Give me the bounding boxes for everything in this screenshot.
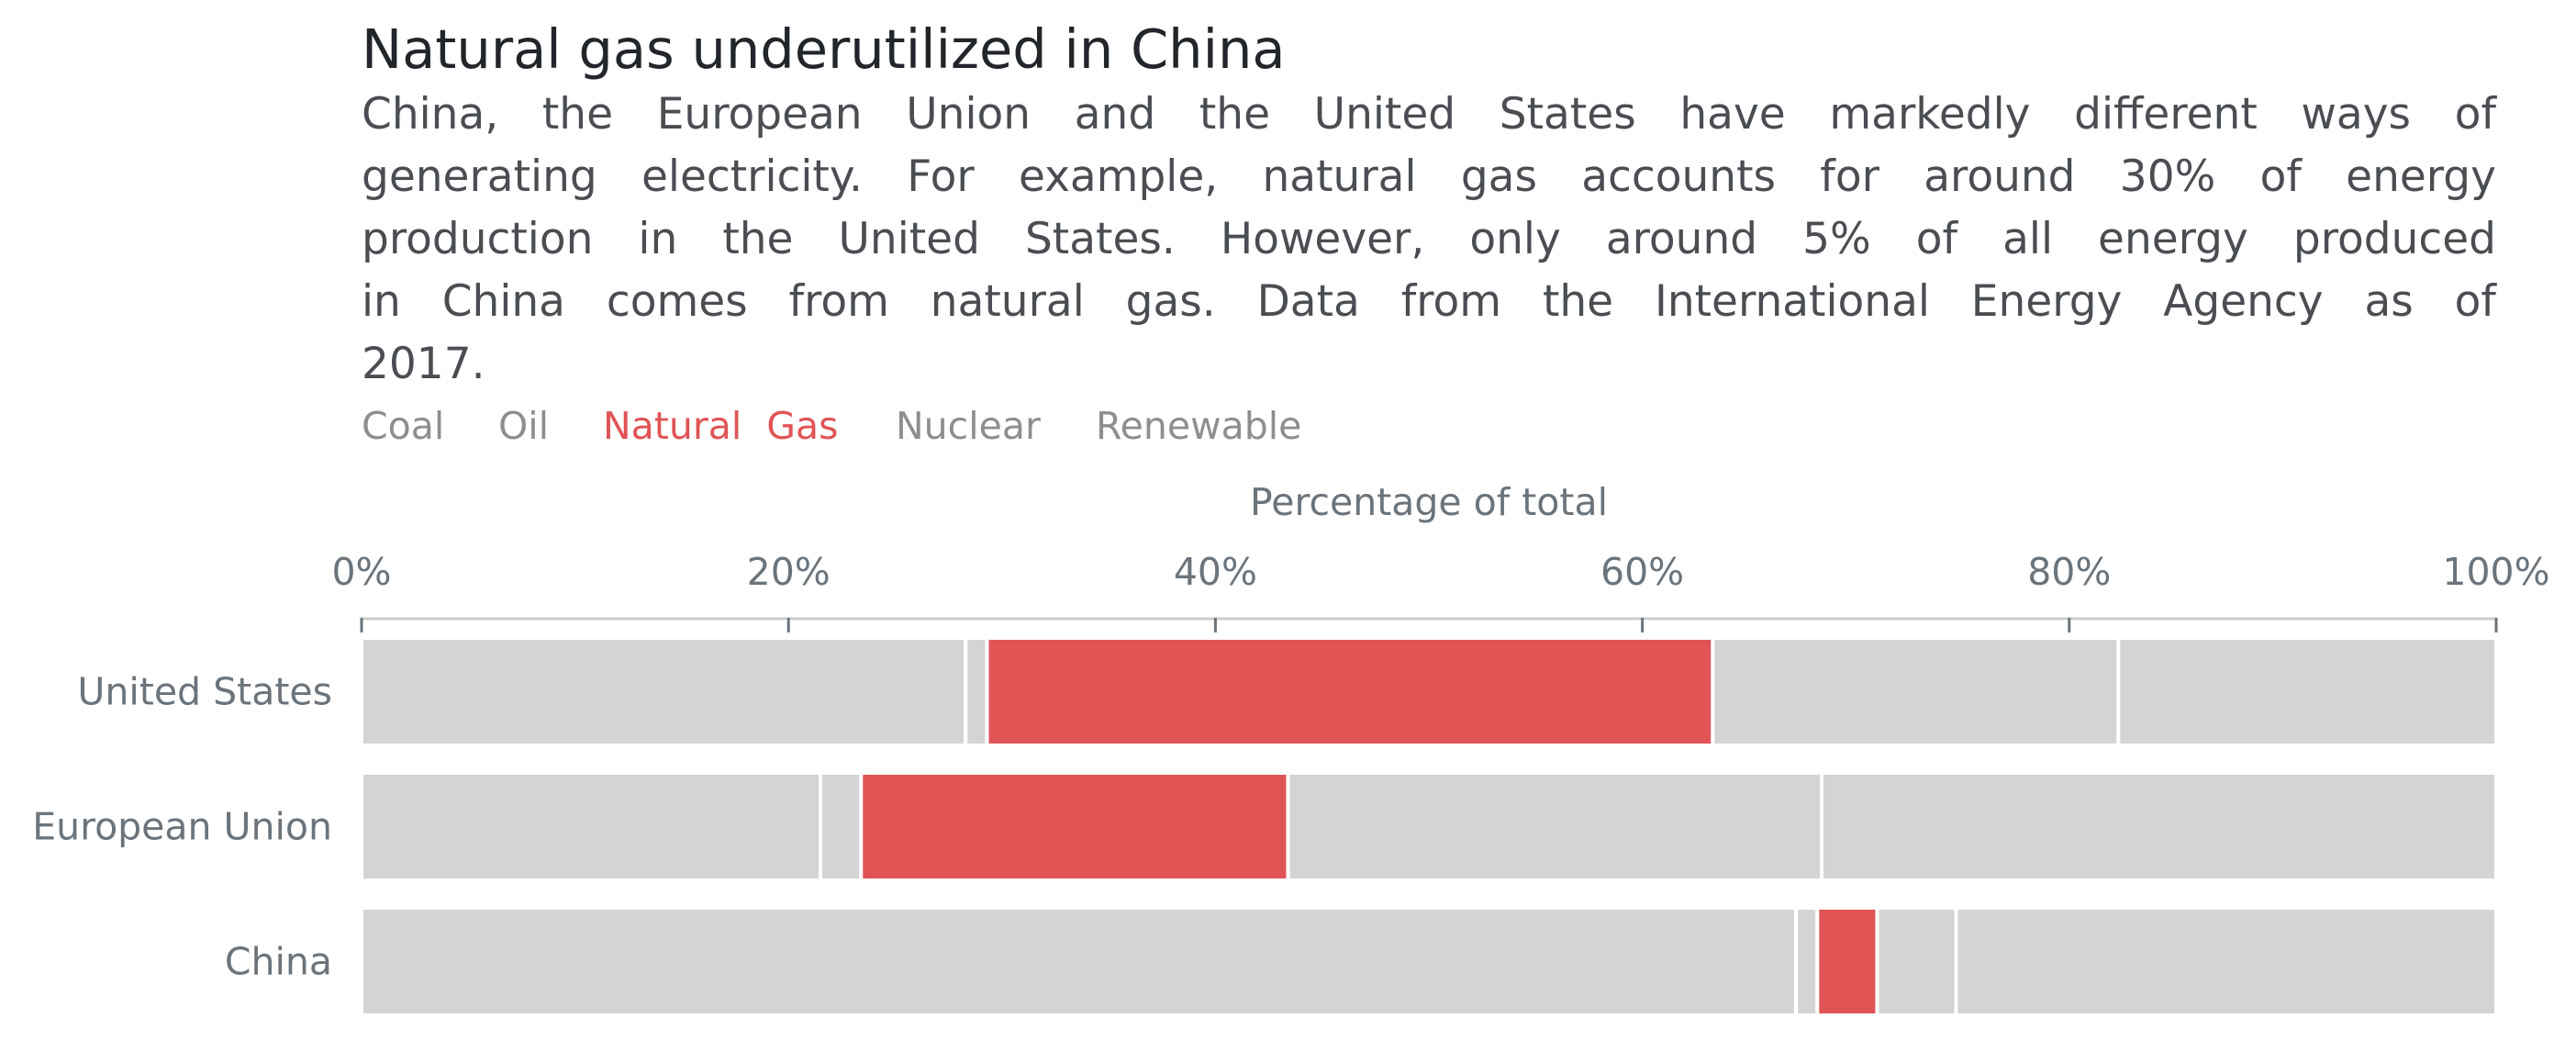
bar-united-states-oil [964, 636, 989, 747]
x-axis-label: Percentage of total [1250, 480, 1608, 524]
bar-european-union-nuclear [1286, 771, 1823, 882]
category-label-european-union: European Union [32, 805, 332, 849]
x-tick-label: 0% [331, 550, 391, 594]
x-tick-label: 40% [1174, 550, 1257, 594]
bars [360, 636, 2499, 1017]
description-line: in China comes from natural gas. Data fr… [362, 276, 2497, 327]
description-line: production in the United States. However… [362, 214, 2496, 264]
bar-china-coal [360, 906, 1799, 1017]
x-tick-label: 20% [747, 550, 831, 594]
bar-china-nuclear [1875, 906, 1958, 1017]
bar-china-natural-gas [1815, 906, 1879, 1017]
bar-china-oil [1794, 906, 1820, 1017]
description-line: 2017. [362, 339, 485, 389]
bar-european-union-renewable [1819, 771, 2498, 882]
bar-china-renewable [1954, 906, 2498, 1017]
chart-title: Natural gas underutilized in China [362, 17, 1286, 81]
bar-european-union-oil [819, 771, 864, 882]
legend: Coal Oil Natural Gas Nuclear Renewable [362, 404, 1301, 448]
x-tick-label: 80% [2027, 550, 2111, 594]
bar-european-union-coal [360, 771, 823, 882]
chart-description: China, the European Union and the United… [362, 89, 2497, 389]
bar-united-states-coal [360, 636, 968, 747]
legend-item-nuclear: Nuclear [896, 404, 1041, 448]
bar-united-states-nuclear [1711, 636, 2121, 747]
x-axis: 0% 20% 40% 60% 80% 100% [331, 550, 2550, 632]
legend-item-oil: Oil [498, 404, 549, 448]
bar-united-states-renewable [2116, 636, 2499, 747]
legend-item-renewable: Renewable [1096, 404, 1301, 448]
legend-item-coal: Coal [362, 404, 444, 448]
x-tick-label: 60% [1600, 550, 1684, 594]
category-labels: United States European Union China [32, 670, 332, 984]
bar-united-states-natural-gas [985, 636, 1715, 747]
category-label-united-states: United States [77, 670, 332, 714]
x-tick-label: 100% [2442, 550, 2549, 594]
bar-european-union-natural-gas [859, 771, 1290, 882]
description-line: generating electricity. For example, nat… [362, 151, 2496, 202]
description-line: China, the European Union and the United… [362, 89, 2497, 140]
legend-item-natural-gas: Natural Gas [603, 404, 839, 448]
category-label-china: China [225, 940, 332, 984]
